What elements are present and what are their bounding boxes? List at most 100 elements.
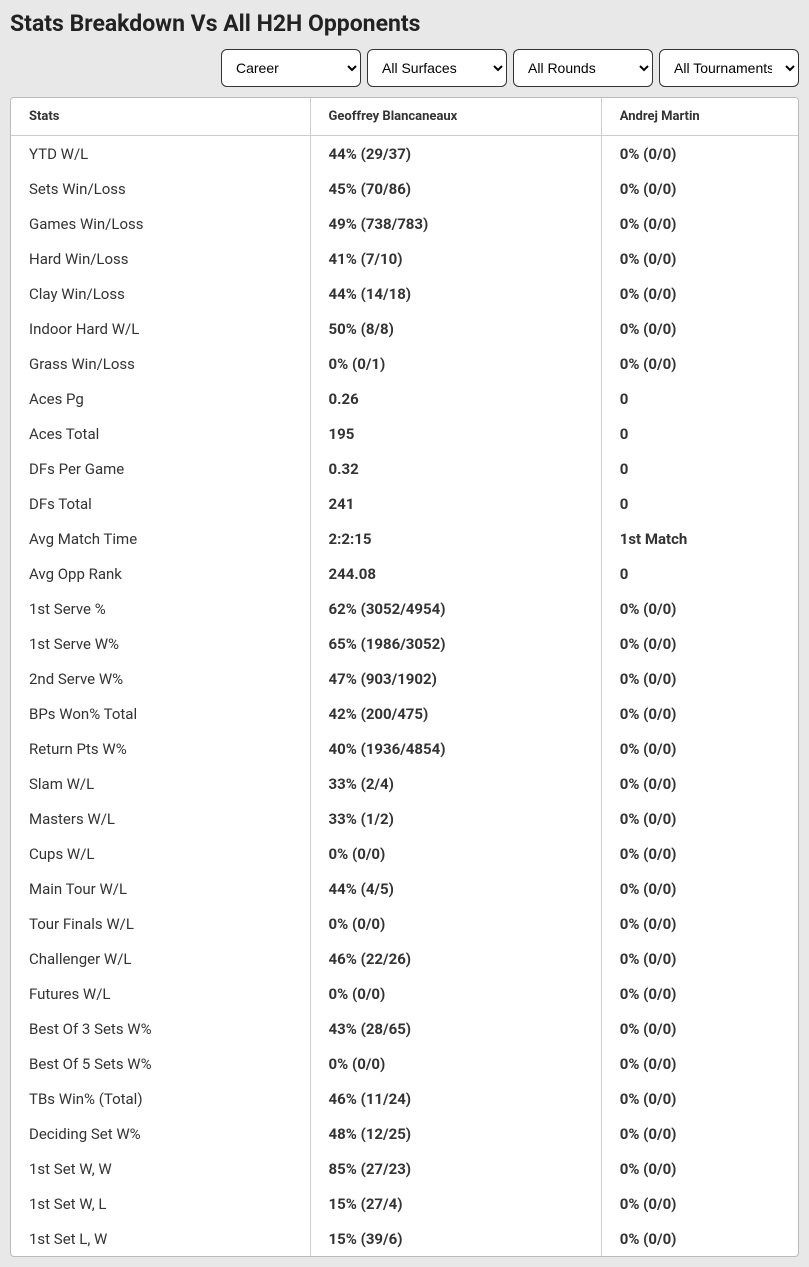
player1-value: 47% (903/1902) <box>310 661 601 696</box>
table-row: Slam W/L33% (2/4)0% (0/0) <box>11 766 798 801</box>
player1-value: 0.32 <box>310 451 601 486</box>
col-stats: Stats <box>11 98 310 136</box>
player1-value: 43% (28/65) <box>310 1011 601 1046</box>
surface-select[interactable]: All Surfaces <box>367 49 507 87</box>
player2-value: 0 <box>601 451 798 486</box>
player1-value: 44% (29/37) <box>310 136 601 172</box>
table-row: Best Of 3 Sets W%43% (28/65)0% (0/0) <box>11 1011 798 1046</box>
table-row: Tour Finals W/L0% (0/0)0% (0/0) <box>11 906 798 941</box>
player2-value: 0% (0/0) <box>601 1046 798 1081</box>
stat-label: 1st Set L, W <box>11 1221 310 1256</box>
player2-value: 0% (0/0) <box>601 871 798 906</box>
table-row: Main Tour W/L44% (4/5)0% (0/0) <box>11 871 798 906</box>
table-row: Indoor Hard W/L50% (8/8)0% (0/0) <box>11 311 798 346</box>
player1-value: 0.26 <box>310 381 601 416</box>
col-player2: Andrej Martin <box>601 98 798 136</box>
player1-value: 0% (0/0) <box>310 1046 601 1081</box>
player2-value: 0% (0/0) <box>601 136 798 172</box>
stat-label: Aces Pg <box>11 381 310 416</box>
stat-label: 2nd Serve W% <box>11 661 310 696</box>
player2-value: 0% (0/0) <box>601 661 798 696</box>
player2-value: 1st Match <box>601 521 798 556</box>
table-row: Futures W/L0% (0/0)0% (0/0) <box>11 976 798 1011</box>
player1-value: 0% (0/0) <box>310 906 601 941</box>
stat-label: 1st Set W, L <box>11 1186 310 1221</box>
player2-value: 0% (0/0) <box>601 1081 798 1116</box>
player2-value: 0% (0/0) <box>601 1116 798 1151</box>
stat-label: Masters W/L <box>11 801 310 836</box>
table-row: 2nd Serve W%47% (903/1902)0% (0/0) <box>11 661 798 696</box>
table-row: Aces Pg0.260 <box>11 381 798 416</box>
player2-value: 0% (0/0) <box>601 1011 798 1046</box>
player2-value: 0% (0/0) <box>601 1151 798 1186</box>
player2-value: 0 <box>601 381 798 416</box>
table-row: Grass Win/Loss0% (0/1)0% (0/0) <box>11 346 798 381</box>
table-row: BPs Won% Total42% (200/475)0% (0/0) <box>11 696 798 731</box>
player2-value: 0% (0/0) <box>601 976 798 1011</box>
col-player1: Geoffrey Blancaneaux <box>310 98 601 136</box>
stat-label: YTD W/L <box>11 136 310 172</box>
player2-value: 0% (0/0) <box>601 696 798 731</box>
player2-value: 0% (0/0) <box>601 1221 798 1256</box>
stat-label: Hard Win/Loss <box>11 241 310 276</box>
player2-value: 0% (0/0) <box>601 906 798 941</box>
player1-value: 41% (7/10) <box>310 241 601 276</box>
round-select[interactable]: All Rounds <box>513 49 653 87</box>
table-row: 1st Serve %62% (3052/4954)0% (0/0) <box>11 591 798 626</box>
player1-value: 0% (0/0) <box>310 976 601 1011</box>
player1-value: 45% (70/86) <box>310 171 601 206</box>
player1-value: 49% (738/783) <box>310 206 601 241</box>
player1-value: 15% (39/6) <box>310 1221 601 1256</box>
player2-value: 0% (0/0) <box>601 801 798 836</box>
player1-value: 48% (12/25) <box>310 1116 601 1151</box>
player1-value: 44% (14/18) <box>310 276 601 311</box>
player1-value: 85% (27/23) <box>310 1151 601 1186</box>
tournament-select[interactable]: All Tournaments <box>659 49 799 87</box>
career-select[interactable]: Career <box>221 49 361 87</box>
table-row: Aces Total1950 <box>11 416 798 451</box>
table-row: Challenger W/L46% (22/26)0% (0/0) <box>11 941 798 976</box>
stats-table: Stats Geoffrey Blancaneaux Andrej Martin… <box>11 98 798 1256</box>
stats-table-container: Stats Geoffrey Blancaneaux Andrej Martin… <box>10 97 799 1257</box>
player1-value: 42% (200/475) <box>310 696 601 731</box>
player1-value: 50% (8/8) <box>310 311 601 346</box>
stat-label: Cups W/L <box>11 836 310 871</box>
stat-label: Challenger W/L <box>11 941 310 976</box>
player1-value: 0% (0/1) <box>310 346 601 381</box>
player1-value: 2:2:15 <box>310 521 601 556</box>
stat-label: 1st Set W, W <box>11 1151 310 1186</box>
stat-label: Games Win/Loss <box>11 206 310 241</box>
player1-value: 195 <box>310 416 601 451</box>
stat-label: Clay Win/Loss <box>11 276 310 311</box>
table-row: 1st Set W, W85% (27/23)0% (0/0) <box>11 1151 798 1186</box>
player2-value: 0% (0/0) <box>601 766 798 801</box>
player2-value: 0% (0/0) <box>601 206 798 241</box>
stat-label: Tour Finals W/L <box>11 906 310 941</box>
table-row: Sets Win/Loss45% (70/86)0% (0/0) <box>11 171 798 206</box>
player1-value: 46% (22/26) <box>310 941 601 976</box>
table-row: Games Win/Loss49% (738/783)0% (0/0) <box>11 206 798 241</box>
stat-label: Indoor Hard W/L <box>11 311 310 346</box>
player1-value: 46% (11/24) <box>310 1081 601 1116</box>
player1-value: 244.08 <box>310 556 601 591</box>
filter-bar: Career All Surfaces All Rounds All Tourn… <box>10 49 799 87</box>
player1-value: 0% (0/0) <box>310 836 601 871</box>
player2-value: 0% (0/0) <box>601 346 798 381</box>
table-row: Return Pts W%40% (1936/4854)0% (0/0) <box>11 731 798 766</box>
stat-label: 1st Serve W% <box>11 626 310 661</box>
page-title: Stats Breakdown Vs All H2H Opponents <box>10 10 799 37</box>
stat-label: Slam W/L <box>11 766 310 801</box>
table-row: Cups W/L0% (0/0)0% (0/0) <box>11 836 798 871</box>
player2-value: 0% (0/0) <box>601 311 798 346</box>
table-row: Clay Win/Loss44% (14/18)0% (0/0) <box>11 276 798 311</box>
table-row: YTD W/L44% (29/37)0% (0/0) <box>11 136 798 172</box>
table-row: Best Of 5 Sets W%0% (0/0)0% (0/0) <box>11 1046 798 1081</box>
player2-value: 0 <box>601 486 798 521</box>
table-row: DFs Per Game0.320 <box>11 451 798 486</box>
table-row: Avg Match Time2:2:151st Match <box>11 521 798 556</box>
stat-label: BPs Won% Total <box>11 696 310 731</box>
player1-value: 33% (1/2) <box>310 801 601 836</box>
stat-label: Avg Match Time <box>11 521 310 556</box>
player1-value: 241 <box>310 486 601 521</box>
stat-label: Main Tour W/L <box>11 871 310 906</box>
